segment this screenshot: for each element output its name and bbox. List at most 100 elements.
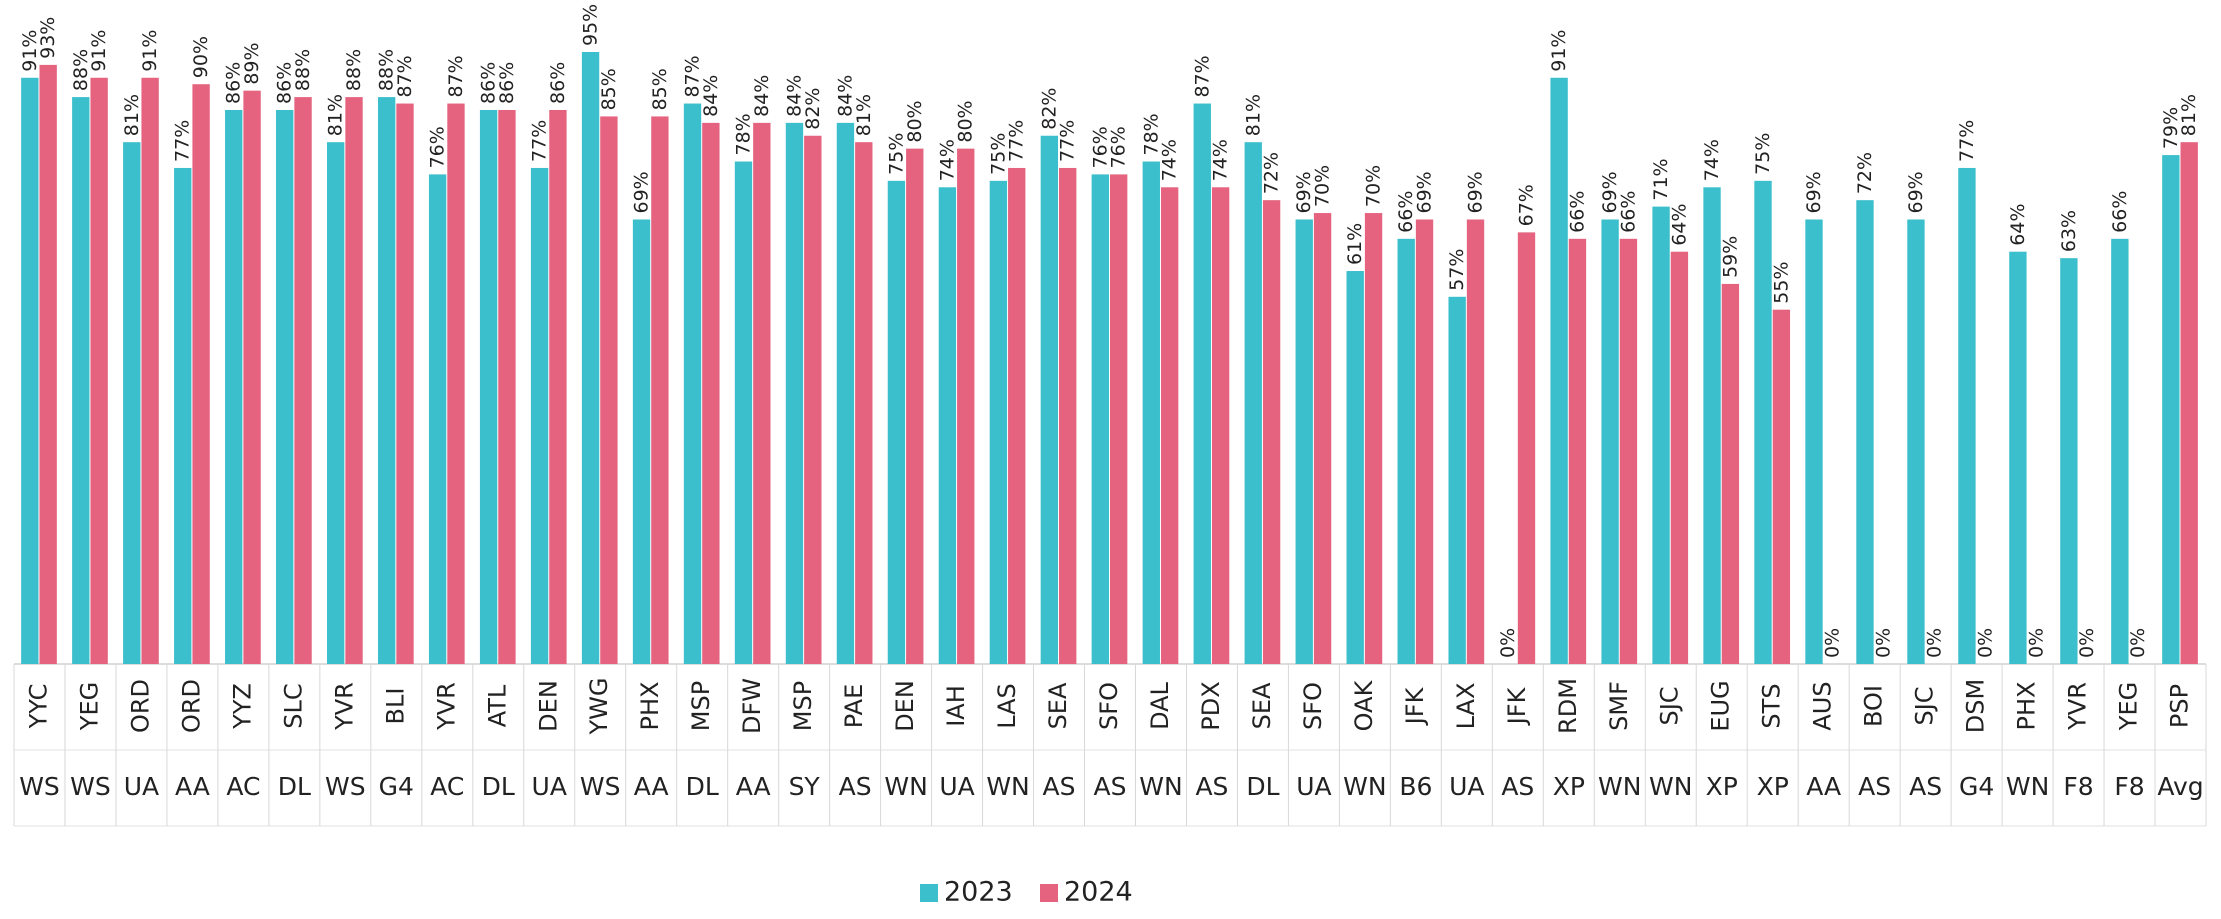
bar bbox=[72, 97, 90, 665]
x-tick-label: AUS bbox=[1809, 681, 1837, 730]
data-label: 95% bbox=[580, 4, 602, 46]
x-group-label: WS bbox=[325, 772, 366, 801]
data-label: 69% bbox=[1905, 171, 1927, 213]
data-label: 89% bbox=[241, 42, 263, 84]
data-label: 86% bbox=[547, 62, 569, 104]
bar bbox=[21, 77, 39, 664]
x-tick-label: MSP bbox=[687, 681, 715, 731]
bar bbox=[123, 142, 141, 665]
x-group-label: AC bbox=[226, 772, 260, 801]
data-label: 75% bbox=[987, 133, 1009, 175]
x-tick-label: PSP bbox=[2166, 684, 2194, 728]
data-label: 0% bbox=[1872, 628, 1894, 658]
data-label: 84% bbox=[834, 75, 856, 117]
x-group-label: AS bbox=[1094, 772, 1127, 801]
x-tick-label: YEG bbox=[75, 682, 103, 731]
data-label: 78% bbox=[1140, 113, 1162, 155]
bar bbox=[1364, 213, 1383, 665]
x-group-label: WS bbox=[580, 772, 621, 801]
bar bbox=[2111, 238, 2129, 665]
legend-label: 2024 bbox=[1064, 877, 1133, 908]
data-label: 86% bbox=[274, 62, 296, 104]
data-label: 76% bbox=[427, 126, 449, 168]
bar bbox=[1550, 77, 1568, 664]
x-group-label: XP bbox=[1757, 772, 1789, 801]
data-label: 77% bbox=[1006, 120, 1028, 162]
x-tick-label: DAL bbox=[1146, 681, 1174, 729]
x-tick-label: ORD bbox=[177, 679, 205, 733]
bar bbox=[753, 122, 771, 664]
x-tick-label: DEN bbox=[891, 680, 919, 732]
bar bbox=[1856, 200, 1874, 664]
data-label: 66% bbox=[1395, 191, 1417, 233]
data-label: 69% bbox=[1803, 171, 1825, 213]
bar bbox=[1262, 200, 1281, 664]
x-group-label: AA bbox=[634, 772, 669, 801]
data-label: 90% bbox=[190, 36, 212, 78]
data-label: 88% bbox=[70, 49, 92, 91]
x-tick-label: EUG bbox=[1707, 680, 1735, 731]
x-tick-label: DFW bbox=[738, 678, 766, 734]
bar bbox=[683, 103, 702, 664]
data-label: 86% bbox=[478, 62, 500, 104]
bar bbox=[377, 97, 396, 665]
data-label: 69% bbox=[1414, 171, 1436, 213]
x-tick-label: JFK bbox=[1401, 686, 1429, 726]
x-tick-label: BOI bbox=[1860, 685, 1888, 727]
data-label: 78% bbox=[732, 113, 754, 155]
data-label: 70% bbox=[1312, 165, 1334, 207]
data-label: 69% bbox=[1599, 171, 1621, 213]
bar bbox=[804, 135, 822, 664]
bar bbox=[1008, 167, 1026, 665]
data-label: 0% bbox=[1923, 628, 1945, 658]
x-group-label: DL bbox=[686, 772, 719, 801]
data-label: 84% bbox=[700, 75, 722, 117]
legend-swatch bbox=[920, 884, 938, 902]
data-label: 77% bbox=[1057, 120, 1079, 162]
bar bbox=[1466, 219, 1485, 664]
bar bbox=[1313, 213, 1332, 665]
x-group-label: AA bbox=[1806, 772, 1841, 801]
bar bbox=[1652, 206, 1670, 664]
data-label: 87% bbox=[1191, 55, 1213, 97]
x-group-label: F8 bbox=[2063, 772, 2093, 801]
data-label: 85% bbox=[598, 68, 620, 110]
data-label: 80% bbox=[904, 100, 926, 142]
data-label: 69% bbox=[1293, 171, 1315, 213]
x-group-label: XP bbox=[1706, 772, 1738, 801]
bar bbox=[1907, 219, 1925, 664]
bar bbox=[428, 174, 447, 664]
bar bbox=[530, 167, 549, 665]
x-tick-label: SLC bbox=[279, 683, 307, 728]
x-tick-label: SFO bbox=[1095, 682, 1123, 730]
bar bbox=[600, 116, 618, 665]
bar bbox=[1211, 187, 1230, 664]
data-label: 74% bbox=[936, 139, 958, 181]
x-tick-label: IAH bbox=[942, 685, 970, 727]
data-label: 81% bbox=[853, 94, 875, 136]
bar bbox=[447, 103, 465, 664]
data-label: 86% bbox=[223, 62, 245, 104]
x-tick-label: PAE bbox=[840, 684, 868, 729]
data-label: 64% bbox=[1668, 203, 1690, 245]
bar bbox=[702, 122, 720, 664]
x-group-label: AC bbox=[430, 772, 464, 801]
data-label: 74% bbox=[1210, 139, 1232, 181]
x-tick-label: YYZ bbox=[228, 683, 256, 730]
data-label: 91% bbox=[88, 30, 110, 72]
bar bbox=[855, 142, 873, 665]
x-group-label: WN bbox=[1343, 772, 1386, 801]
bar bbox=[1703, 187, 1721, 664]
data-label: 59% bbox=[1719, 236, 1741, 278]
bar bbox=[243, 90, 261, 664]
data-label: 74% bbox=[1159, 139, 1181, 181]
x-tick-label: YVR bbox=[2064, 682, 2092, 731]
bar bbox=[938, 187, 957, 664]
bar bbox=[141, 77, 159, 664]
x-tick-label: ATL bbox=[483, 684, 511, 727]
data-label: 0% bbox=[1497, 628, 1519, 658]
data-label: 63% bbox=[2058, 210, 2080, 252]
bar bbox=[1397, 238, 1415, 665]
data-label: 81% bbox=[1242, 94, 1264, 136]
data-label: 69% bbox=[631, 171, 653, 213]
